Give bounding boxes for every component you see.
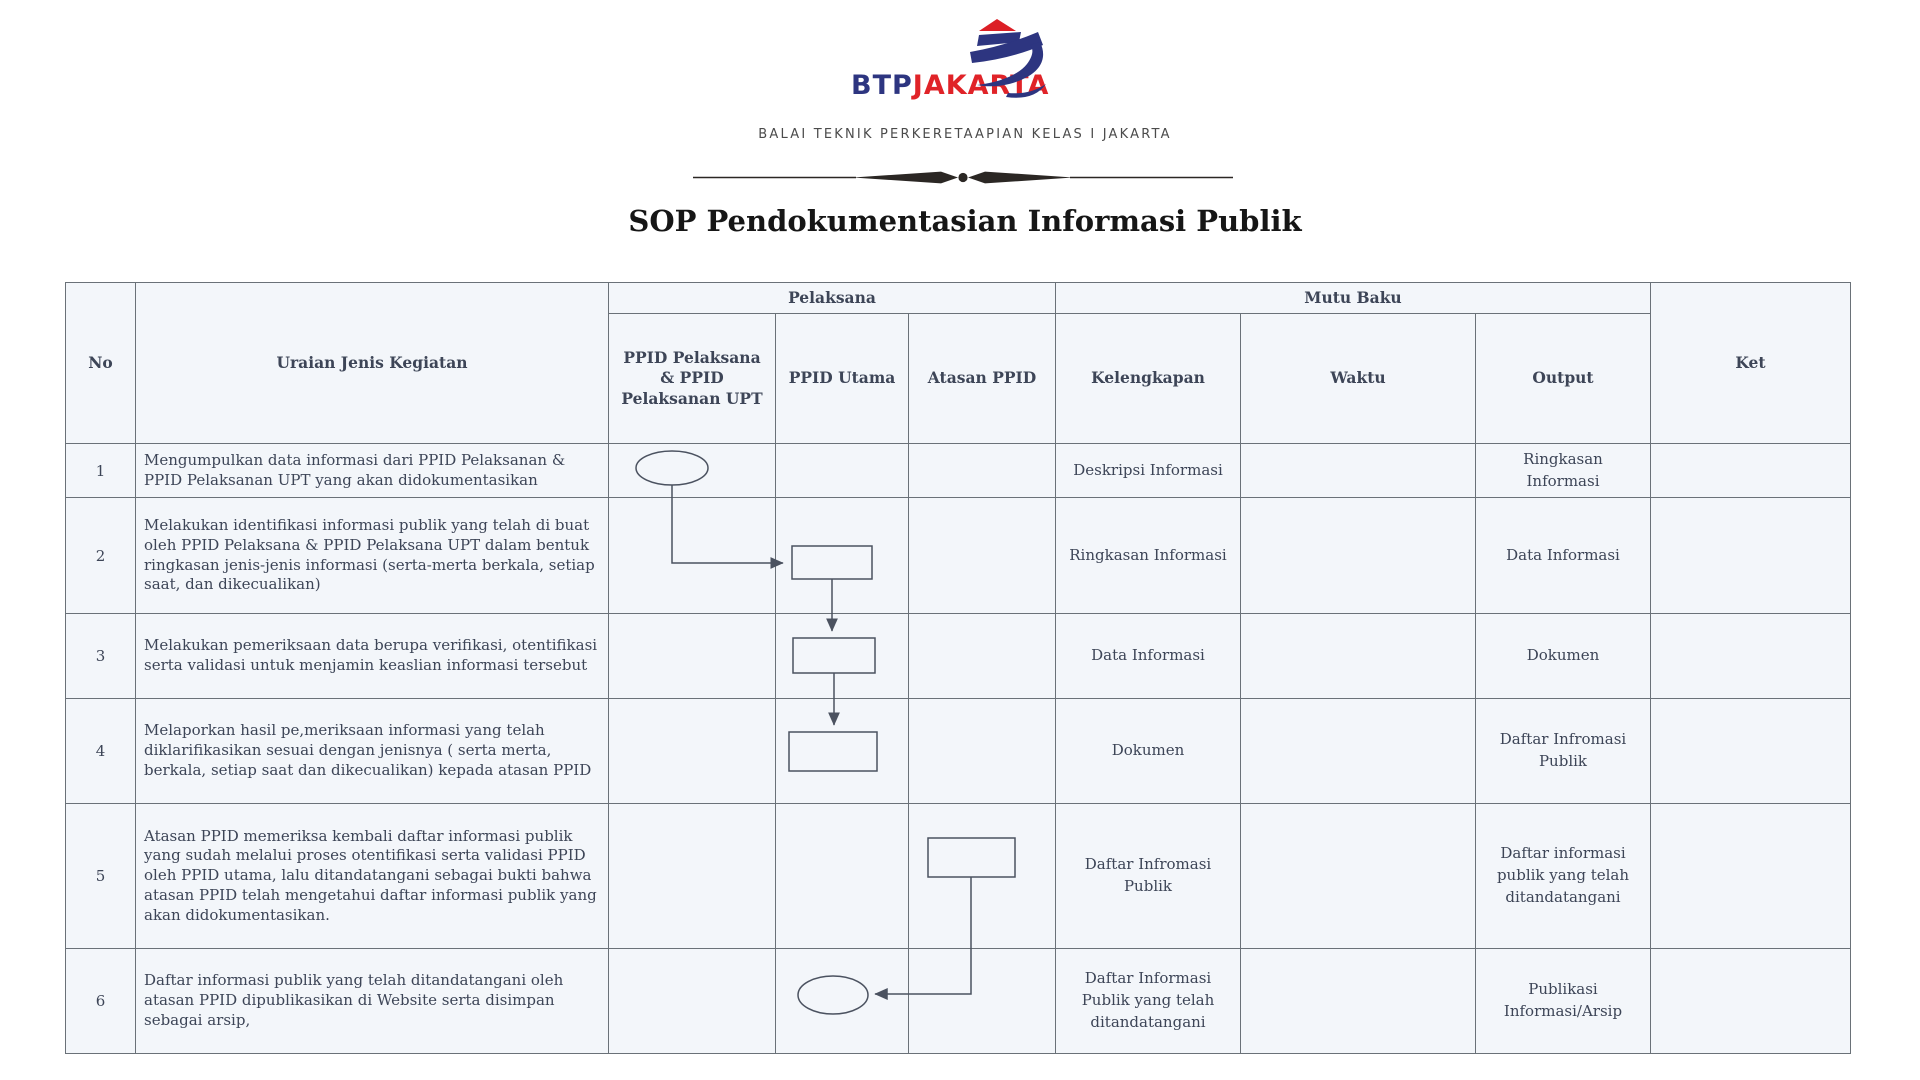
sop-table: No Uraian Jenis Kegiatan Pelaksana Mutu …: [65, 282, 1851, 1054]
output-value: Data Informasi: [1475, 497, 1651, 614]
output-value: Daftar informasi publik yang telah ditan…: [1475, 803, 1651, 949]
flow-cell-ppid-utama: [775, 613, 909, 699]
ket-value: [1650, 443, 1851, 498]
col-header-ppid-utama: PPID Utama: [775, 313, 909, 444]
ket-value: [1650, 803, 1851, 949]
flow-cell-ppid-utama: [775, 497, 909, 614]
output-value: Daftar Infromasi Publik: [1475, 698, 1651, 804]
waktu-value: [1240, 698, 1476, 804]
output-value: Publikasi Informasi/Arsip: [1475, 948, 1651, 1054]
logo-text-btp: BTP: [851, 70, 913, 101]
kelengkapan-value: Dokumen: [1055, 698, 1241, 804]
table-row: 1 Mengumpulkan data informasi dari PPID …: [65, 443, 1851, 498]
waktu-value: [1240, 948, 1476, 1054]
row-number: 2: [65, 497, 136, 614]
table-row: 2 Melakukan identifikasi informasi publi…: [65, 497, 1851, 614]
flow-cell-ppid-utama: [775, 443, 909, 498]
col-header-output: Output: [1475, 313, 1651, 444]
kelengkapan-value: Daftar Informasi Publik yang telah ditan…: [1055, 948, 1241, 1054]
flow-cell-ppid-pelaksana: [608, 613, 776, 699]
output-value: Dokumen: [1475, 613, 1651, 699]
row-number: 4: [65, 698, 136, 804]
table-row: 3 Melakukan pemeriksaan data berupa veri…: [65, 613, 1851, 699]
row-number: 1: [65, 443, 136, 498]
flow-cell-ppid-pelaksana: [608, 497, 776, 614]
table-row: 5 Atasan PPID memeriksa kembali daftar i…: [65, 803, 1851, 949]
table-row: 6 Daftar informasi publik yang telah dit…: [65, 948, 1851, 1054]
waktu-value: [1240, 443, 1476, 498]
flow-cell-ppid-pelaksana: [608, 948, 776, 1054]
col-header-waktu: Waktu: [1240, 313, 1476, 444]
kelengkapan-value: Daftar Infromasi Publik: [1055, 803, 1241, 949]
ket-value: [1650, 497, 1851, 614]
kelengkapan-value: Ringkasan Informasi: [1055, 497, 1241, 614]
uraian-kegiatan: Mengumpulkan data informasi dari PPID Pe…: [135, 443, 609, 498]
col-header-atasan-ppid: Atasan PPID: [908, 313, 1056, 444]
institution-name: BALAI TEKNIK PERKERETAAPIAN KELAS I JAKA…: [758, 127, 1172, 142]
table-row: 4 Melaporkan hasil pe,meriksaan informas…: [65, 698, 1851, 804]
col-header-no: No: [65, 282, 136, 444]
flow-cell-atasan-ppid: [908, 443, 1056, 498]
flow-cell-atasan-ppid: [908, 948, 1056, 1054]
uraian-kegiatan: Melaporkan hasil pe,meriksaan informasi …: [135, 698, 609, 804]
output-value: Ringkasan Informasi: [1475, 443, 1651, 498]
group-header-pelaksana: Pelaksana: [608, 282, 1056, 314]
waktu-value: [1240, 803, 1476, 949]
flow-cell-ppid-pelaksana: [608, 698, 776, 804]
ket-value: [1650, 948, 1851, 1054]
flow-cell-atasan-ppid: [908, 803, 1056, 949]
kelengkapan-value: Deskripsi Informasi: [1055, 443, 1241, 498]
flow-cell-atasan-ppid: [908, 613, 1056, 699]
waktu-value: [1240, 613, 1476, 699]
col-header-uraian: Uraian Jenis Kegiatan: [135, 282, 609, 444]
flow-cell-ppid-utama: [775, 803, 909, 949]
flow-cell-atasan-ppid: [908, 698, 1056, 804]
ket-value: [1650, 613, 1851, 699]
group-header-mutu-baku: Mutu Baku: [1055, 282, 1651, 314]
flow-cell-ppid-pelaksana: [608, 803, 776, 949]
row-number: 6: [65, 948, 136, 1054]
col-header-ket: Ket: [1650, 282, 1851, 444]
uraian-kegiatan: Melakukan identifikasi informasi publik …: [135, 497, 609, 614]
uraian-kegiatan: Melakukan pemeriksaan data berupa verifi…: [135, 613, 609, 699]
ornamental-divider: [693, 171, 1233, 184]
flow-cell-ppid-pelaksana: [608, 443, 776, 498]
flow-cell-ppid-utama: [775, 948, 909, 1054]
flow-cell-atasan-ppid: [908, 497, 1056, 614]
uraian-kegiatan: Atasan PPID memeriksa kembali daftar inf…: [135, 803, 609, 949]
uraian-kegiatan: Daftar informasi publik yang telah ditan…: [135, 948, 609, 1054]
waktu-value: [1240, 497, 1476, 614]
flow-cell-ppid-utama: [775, 698, 909, 804]
col-header-kelengkapan: Kelengkapan: [1055, 313, 1241, 444]
train-swoosh-icon: [970, 19, 1046, 98]
row-number: 3: [65, 613, 136, 699]
row-number: 5: [65, 803, 136, 949]
kelengkapan-value: Data Informasi: [1055, 613, 1241, 699]
page-title: SOP Pendokumentasian Informasi Publik: [628, 204, 1302, 238]
ket-value: [1650, 698, 1851, 804]
col-header-ppid-pelaksana: PPID Pelaksana & PPID Pelaksanan UPT: [608, 313, 776, 444]
